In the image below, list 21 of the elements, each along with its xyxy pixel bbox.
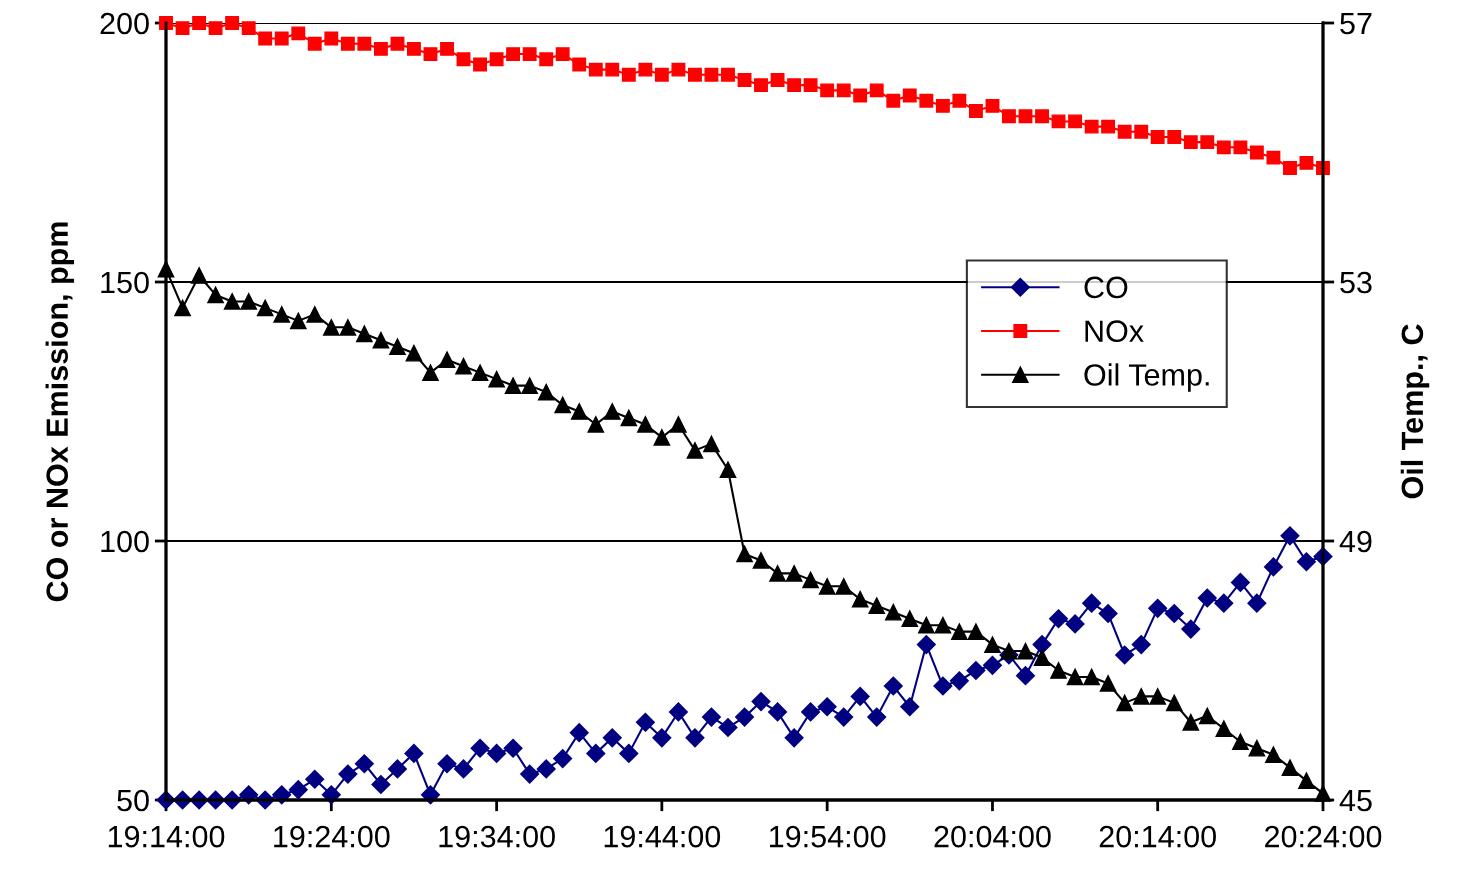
legend-label: NOx: [1085, 320, 1144, 342]
x-tick-label: 19:14:00: [108, 825, 225, 848]
x-tick-label: 19:34:00: [439, 825, 555, 848]
x-tick-label: 19:44:00: [604, 825, 721, 848]
y2-tick-label: 49: [1339, 530, 1372, 553]
y2-tick-label: 57: [1340, 13, 1372, 35]
y-tick-label: 50: [117, 789, 149, 812]
legend-label: Oil Temp.: [1084, 363, 1209, 392]
y2-axis-title: Oil Temp., C: [1400, 324, 1430, 499]
y2-tick-label: 53: [1340, 271, 1372, 294]
x-tick-label: 19:24:00: [274, 825, 390, 848]
y-tick-label: 100: [101, 530, 149, 553]
y-tick-label: 150: [101, 271, 149, 294]
x-tick-label: 20:24:00: [1265, 825, 1382, 848]
x-tick-label: 19:54:00: [770, 825, 886, 848]
x-tick-label: 20:14:00: [1099, 825, 1216, 848]
legend-label: CO: [1084, 276, 1128, 299]
x-tick-label: 20:04:00: [934, 825, 1051, 848]
y-tick-label: 200: [100, 12, 149, 35]
y2-tick-label: 45: [1339, 790, 1372, 812]
y-axis-title: CO or NOx Emission, ppm: [45, 222, 75, 602]
